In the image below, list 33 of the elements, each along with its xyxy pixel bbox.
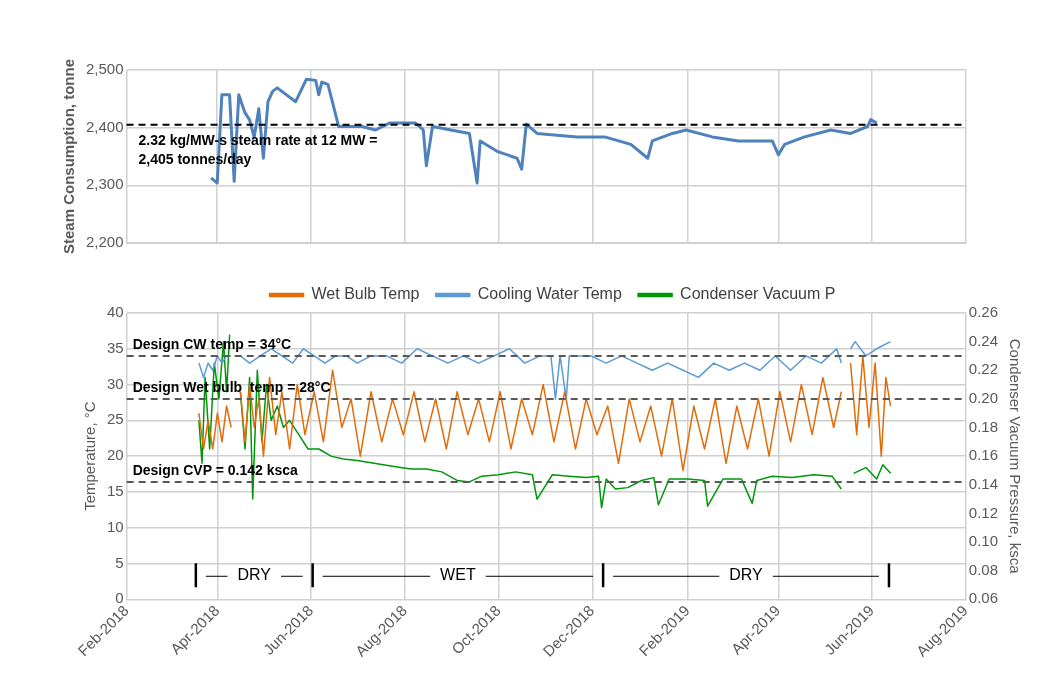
annotation: DRY xyxy=(237,565,272,583)
y2-tick-label: 0.14 xyxy=(968,474,999,492)
y-tick-label: 2,500 xyxy=(85,60,124,78)
y-tick-label: 2,300 xyxy=(85,175,124,193)
y-tick-label: 25 xyxy=(107,410,124,428)
y-tick-label: 15 xyxy=(107,482,124,500)
y2-tick-label: 0.22 xyxy=(968,360,999,378)
annotation: WET xyxy=(440,565,476,583)
legend-label: Wet Bulb Temp xyxy=(311,285,420,303)
y2-tick-label: 0.12 xyxy=(968,503,999,521)
y2-tick-label: 0.20 xyxy=(968,389,999,407)
y2-tick-label: 0.16 xyxy=(968,446,999,464)
y-tick-label: 35 xyxy=(107,338,124,356)
legend-label: Cooling Water Temp xyxy=(477,285,622,303)
legend-label: Condenser Vacuum P xyxy=(680,285,836,303)
y-tick-label: 20 xyxy=(107,446,124,464)
y-axis-title: Steam Consumption, tonne xyxy=(60,59,78,254)
y-tick-label: 0 xyxy=(115,589,124,607)
y-tick-label: 2,400 xyxy=(85,117,124,135)
y2-tick-label: 0.10 xyxy=(968,532,999,550)
y2-tick-label: 0.06 xyxy=(968,589,999,607)
y2-axis-title: Condenser Vacuum Pressure, ksca xyxy=(1006,338,1024,575)
y-tick-label: 30 xyxy=(107,374,124,392)
y2-tick-label: 0.26 xyxy=(968,303,999,321)
y-tick-label: 10 xyxy=(107,517,124,535)
y-tick-label: 5 xyxy=(115,553,124,571)
y-axis-title: Temperature, °C xyxy=(81,401,99,511)
y2-tick-label: 0.24 xyxy=(968,331,999,349)
y-tick-label: 40 xyxy=(107,303,124,321)
y2-tick-label: 0.08 xyxy=(968,560,999,578)
annotation: DRY xyxy=(729,565,764,583)
y-tick-label: 2,200 xyxy=(85,233,124,251)
y2-tick-label: 0.18 xyxy=(968,417,999,435)
